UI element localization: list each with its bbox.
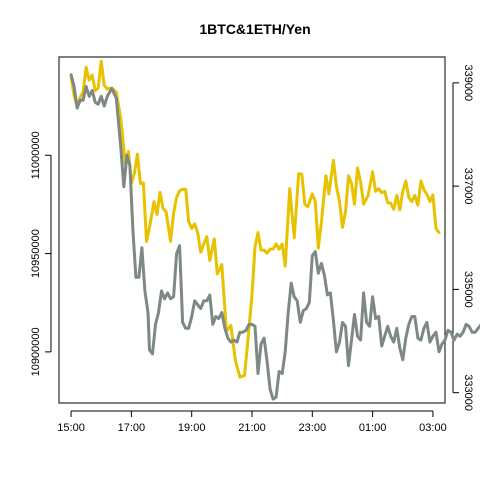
x-tick-label: 15:00: [57, 422, 85, 434]
x-tick-label: 17:00: [118, 422, 146, 434]
right-y-tick-label: 339000: [462, 64, 474, 101]
x-tick-label: 03:00: [419, 422, 447, 434]
x-tick-label: 19:00: [178, 422, 206, 434]
x-tick-label: 01:00: [359, 422, 387, 434]
right-y-tick-label: 337000: [462, 168, 474, 205]
x-tick-label: 23:00: [299, 422, 327, 434]
left-y-tick-label: 10950000: [30, 229, 42, 278]
series-line-yellow: [69, 59, 441, 379]
left-y-tick-label: 11000000: [30, 131, 42, 179]
series-line-gray: [69, 73, 480, 401]
right-y-tick-label: 333000: [462, 374, 474, 411]
right-y-tick-label: 335000: [462, 271, 474, 308]
plot-frame: [58, 56, 446, 404]
chart-title: 1BTC&1ETH/Yen: [199, 21, 310, 37]
left-y-tick-label: 10900000: [30, 327, 42, 376]
x-tick-label: 21:00: [238, 422, 266, 434]
